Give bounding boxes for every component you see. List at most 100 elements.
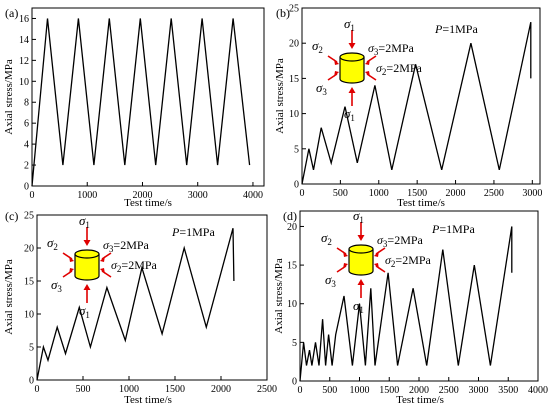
- x-tick-label: 1500: [407, 188, 427, 199]
- y-tick-label: 20: [287, 222, 297, 233]
- y-tick-label: 15: [289, 74, 299, 85]
- tick-group: 0 500 1000 1500 2000 2500 3000 3500 4000 0 5 10 15 20: [287, 222, 548, 396]
- pressure-label: P=1MPa: [431, 222, 475, 236]
- plot-frame: [31, 7, 265, 187]
- x-tick-label: 1000: [77, 190, 97, 201]
- y-tick-label: 15: [287, 261, 297, 272]
- stress-series-line: [301, 21, 532, 185]
- x-tick-label: 2000: [211, 384, 231, 395]
- sigma3-label: σ3: [325, 272, 336, 289]
- sigma2-value-label: σ2=2MPa: [385, 253, 432, 269]
- x-tick-label: 0: [298, 385, 303, 396]
- y-tick-label: 15: [24, 277, 34, 288]
- x-tick-label: 2000: [446, 188, 466, 199]
- x-tick-label: 3000: [522, 188, 542, 199]
- x-tick-label: 1500: [379, 385, 399, 396]
- pressure-label: P=1MPa: [171, 225, 215, 239]
- sigma1-top-label: σ1: [344, 16, 355, 33]
- y-tick-label: 12: [19, 56, 29, 67]
- x-axis-label: Test time/s: [397, 197, 445, 209]
- y-tick-label: 6: [24, 119, 29, 130]
- sigma3-label: σ3: [316, 80, 327, 97]
- x-axis-label: Test time/s: [124, 197, 172, 209]
- panel-c: 0 500 1000 1500 2000 2500 0 5 10 15 20 25 (c) P=1MP…: [3, 209, 277, 406]
- y-axis-label: Axial stress/MPa: [273, 258, 285, 334]
- specimen-diagram: σ1 σ1 σ2 σ3 σ3=2MPa σ2=2MPa: [47, 213, 158, 320]
- x-tick-label: 4000: [528, 385, 548, 396]
- panel-a: 0 1000 2000 3000 4000 0 2 4 6 8 10 12 14 16 (a) Test …: [3, 6, 265, 209]
- y-tick-label: 5: [292, 338, 297, 349]
- y-axis-label: Axial stress/MPa: [3, 59, 15, 135]
- tick-group: 0 1000 2000 3000 4000 0 2 4 6 8 10 12 14 16: [19, 14, 263, 201]
- panel-label: (d): [283, 209, 297, 223]
- sigma3-value-label: σ3=2MPa: [368, 41, 415, 57]
- y-tick-label: 20: [289, 39, 299, 50]
- y-tick-label: 2: [24, 161, 29, 172]
- x-axis-label: Test time/s: [124, 394, 172, 406]
- x-tick-label: 2500: [439, 385, 459, 396]
- x-tick-label: 500: [322, 385, 337, 396]
- sigma3-value-label: σ3=2MPa: [377, 233, 424, 249]
- plot-frame: [36, 214, 268, 381]
- y-tick-label: 10: [289, 109, 299, 120]
- plot-frame: [301, 7, 541, 185]
- sigma2-label: σ2: [321, 230, 332, 247]
- sigma2-value-label: σ2=2MPa: [376, 61, 423, 77]
- x-tick-label: 1000: [369, 188, 389, 199]
- sigma3-value-label: σ3=2MPa: [103, 238, 150, 254]
- y-tick-label: 10: [24, 310, 34, 321]
- y-tick-label: 5: [29, 343, 34, 354]
- y-tick-label: 10: [287, 299, 297, 310]
- x-tick-label: 1500: [165, 384, 185, 395]
- x-tick-label: 4000: [243, 190, 263, 201]
- x-tick-label: 0: [300, 188, 305, 199]
- y-tick-label: 5: [294, 144, 299, 155]
- y-tick-label: 0: [29, 376, 34, 387]
- y-tick-label: 4: [24, 140, 29, 151]
- y-tick-label: 25: [24, 211, 34, 222]
- y-tick-label: 25: [289, 4, 299, 15]
- y-tick-label: 10: [19, 77, 29, 88]
- stress-series-line: [299, 226, 513, 382]
- sigma2-value-label: σ2=2MPa: [111, 258, 158, 274]
- y-tick-label: 20: [24, 244, 34, 255]
- sigma1-bottom-label: σ1: [353, 298, 364, 315]
- x-tick-label: 500: [333, 188, 348, 199]
- x-tick-label: 0: [30, 190, 35, 201]
- specimen-diagram: σ1 σ1 σ2 σ3 σ3=2MPa σ2=2MPa: [321, 208, 432, 315]
- pressure-label: P=1MPa: [434, 22, 478, 36]
- stress-series-line: [36, 228, 235, 381]
- x-tick-label: 2000: [132, 190, 152, 201]
- y-tick-label: 0: [292, 377, 297, 388]
- sigma1-top-label: σ1: [353, 208, 364, 225]
- panel-label: (b): [276, 6, 290, 20]
- x-tick-label: 2500: [257, 384, 277, 395]
- y-tick-label: 0: [24, 182, 29, 193]
- x-tick-label: 1000: [350, 385, 370, 396]
- x-tick-label: 3000: [188, 190, 208, 201]
- sigma1-top-label: σ1: [79, 213, 90, 230]
- panel-d: 0 500 1000 1500 2000 2500 3000 3500 4000 0 5 10 15 20…: [273, 208, 548, 406]
- sigma2-label: σ2: [312, 38, 323, 55]
- x-axis-label: Test time/s: [396, 394, 444, 406]
- panel-label: (c): [5, 209, 18, 223]
- tick-group: 0 500 1000 1500 2000 2500 3000 0 5 10 15 20 25: [289, 4, 542, 200]
- x-tick-label: 0: [35, 384, 40, 395]
- y-axis-label: Axial stress/MPa: [274, 58, 286, 134]
- specimen-diagram: σ1 σ1 σ2 σ3 σ3=2MPa σ2=2MPa: [312, 16, 423, 123]
- sigma3-label: σ3: [51, 277, 62, 294]
- x-tick-label: 3500: [498, 385, 518, 396]
- x-tick-label: 1000: [119, 384, 139, 395]
- panel-b: 0 500 1000 1500 2000 2500 3000 0 5 10 15 20 25 (b) P…: [274, 4, 542, 210]
- x-tick-label: 2500: [484, 188, 504, 199]
- x-tick-label: 500: [76, 384, 91, 395]
- stress-series-line: [31, 18, 251, 187]
- y-tick-label: 0: [294, 180, 299, 191]
- y-tick-label: 8: [24, 98, 29, 109]
- sigma1-bottom-label: σ1: [344, 106, 355, 123]
- sigma2-label: σ2: [47, 235, 58, 252]
- tick-group: 0 500 1000 1500 2000 2500 0 5 10 15 20 25: [24, 211, 277, 396]
- y-axis-label: Axial stress/MPa: [3, 259, 15, 335]
- x-tick-label: 2000: [409, 385, 429, 396]
